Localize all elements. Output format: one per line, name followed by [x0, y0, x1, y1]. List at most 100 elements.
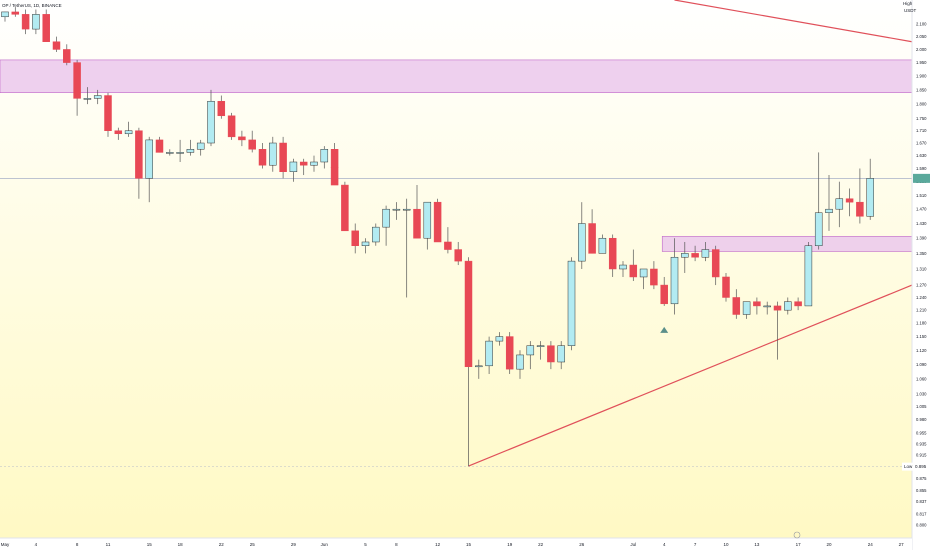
time-axis-panel[interactable]	[0, 538, 912, 550]
price-tick-label: 0.935	[916, 441, 927, 446]
price-tick-label: 1.210	[916, 308, 927, 313]
candle	[588, 209, 596, 254]
trendline-1[interactable]	[674, 0, 913, 43]
time-tick-label: 29	[291, 542, 297, 547]
time-tick-label: 18	[178, 542, 184, 547]
svg-text:Low: Low	[904, 464, 913, 469]
time-tick-label: 11	[106, 542, 111, 547]
low-price-tag: Low 0.895	[902, 462, 932, 471]
candle	[341, 181, 349, 232]
candle	[372, 223, 380, 246]
candle	[227, 112, 236, 140]
candle	[186, 139, 195, 156]
candle	[495, 332, 504, 346]
time-tick-label: 4	[663, 542, 666, 547]
supply-demand-zone-1[interactable]	[0, 59, 913, 93]
candle	[639, 268, 648, 290]
candle	[433, 198, 442, 243]
price-tick-label: 1.900	[916, 74, 927, 79]
price-tick-label: 1.850	[916, 87, 927, 92]
time-tick-label: 19	[507, 542, 513, 547]
candle	[732, 289, 741, 319]
time-tick-label: 25	[250, 542, 256, 547]
candle	[454, 241, 462, 266]
candle	[11, 7, 20, 17]
supply-demand-zone-2[interactable]	[661, 236, 913, 252]
price-tick-label: 1.710	[916, 128, 927, 133]
price-tick-label: 1.180	[916, 321, 927, 326]
candle	[773, 301, 782, 360]
price-tick-label: 1.390	[916, 236, 927, 241]
time-tick-label: 12	[435, 542, 441, 547]
candle	[135, 127, 143, 199]
candle	[269, 136, 277, 172]
candle	[835, 181, 844, 228]
candle	[536, 341, 545, 360]
candle	[526, 341, 535, 370]
candle	[83, 87, 92, 105]
candle	[238, 130, 246, 147]
candle	[722, 272, 730, 302]
candle	[299, 158, 308, 176]
candle	[351, 223, 359, 254]
time-tick-label: Jul	[630, 542, 636, 547]
price-tick-label: 1.150	[916, 334, 927, 339]
candle	[289, 158, 298, 182]
time-tick-label: 10	[723, 542, 729, 547]
candle	[423, 201, 432, 250]
candle	[845, 188, 854, 217]
candle	[63, 44, 71, 66]
candle	[608, 234, 617, 277]
price-tick-label: 1.005	[916, 404, 927, 409]
price-tick-label: 0.955	[916, 430, 927, 435]
candle	[52, 36, 61, 53]
candle	[320, 146, 329, 169]
price-tick-label: 1.950	[916, 60, 927, 65]
candle	[485, 336, 493, 374]
time-tick-label: 8	[395, 542, 398, 547]
price-tick-label: 1.590	[916, 166, 927, 171]
candle	[155, 136, 164, 153]
price-tick-label: 0.875	[916, 476, 927, 481]
price-tick-label: 2.100	[916, 22, 927, 27]
sell-signal-icon	[330, 167, 339, 174]
candle	[310, 155, 318, 172]
candle	[217, 95, 226, 119]
candle	[784, 297, 792, 315]
price-tick-label: 1.270	[916, 283, 927, 288]
candle	[330, 143, 339, 186]
timezone-icon[interactable]	[793, 531, 801, 539]
candle	[557, 341, 565, 370]
price-tick-label: 1.670	[916, 141, 927, 146]
price-tick-label: 0.915	[916, 453, 927, 458]
candle	[629, 249, 638, 282]
price-tick-label: 1.090	[916, 362, 927, 367]
time-tick-label: 4	[35, 542, 38, 547]
candle	[505, 332, 514, 374]
time-tick-label: 7	[694, 542, 697, 547]
candle	[248, 130, 256, 153]
candle	[114, 127, 123, 140]
trendline-2[interactable]	[468, 284, 913, 467]
price-tick-label: 1.060	[916, 376, 927, 381]
candle	[444, 227, 452, 254]
high-label: High	[903, 1, 913, 6]
time-tick-label: Jun	[321, 542, 329, 547]
candle	[701, 241, 710, 262]
svg-text:0.895: 0.895	[915, 464, 927, 469]
price-tick-label: 1.310	[916, 266, 927, 271]
time-tick-label: 26	[579, 542, 585, 547]
candle	[578, 202, 586, 269]
price-scale-panel[interactable]	[912, 0, 932, 550]
candle	[73, 59, 81, 116]
price-tick-label: 1.430	[916, 221, 927, 226]
price-tick-label: 1.800	[916, 102, 927, 107]
candle	[279, 136, 287, 179]
symbol-line: OP / TetherUS, 1D, BINANCE	[2, 3, 62, 8]
candle	[681, 241, 689, 273]
candle	[804, 241, 813, 307]
candle	[475, 359, 483, 379]
candle	[32, 9, 40, 35]
